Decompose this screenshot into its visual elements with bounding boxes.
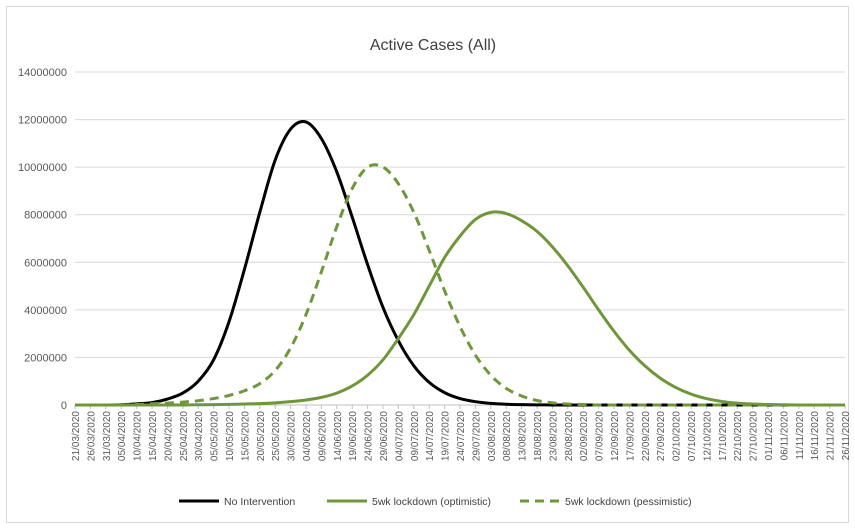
x-tick-label: 07/10/2020	[687, 411, 698, 461]
x-tick-label: 15/05/2020	[240, 411, 251, 461]
x-tick-label: 26/03/2020	[86, 411, 97, 461]
legend-label-no-intervention: No Intervention	[224, 496, 295, 508]
y-tick-label: 12000000	[18, 115, 67, 127]
chart-frame: Active Cases (All) 0 2000000 4000000 600000…	[6, 6, 850, 523]
x-tick-label: 02/10/2020	[672, 411, 683, 461]
y-tick-label: 4000000	[24, 305, 67, 317]
x-tick-label: 27/10/2020	[749, 411, 760, 461]
series-line-5wk-lockdown-optimistic	[75, 210, 845, 407]
x-tick-label: 15/04/2020	[148, 411, 159, 461]
x-tick-label: 30/04/2020	[194, 411, 205, 461]
x-tick-label: 19/06/2020	[348, 411, 359, 461]
x-tick-label: 19/07/2020	[441, 411, 452, 461]
y-axis-ticks: 0 2000000 4000000 6000000 8000000 10000000 120…	[18, 67, 67, 412]
x-tick-label: 03/08/2020	[487, 411, 498, 461]
x-tick-label: 07/09/2020	[595, 411, 606, 461]
x-tick-label: 04/07/2020	[394, 411, 405, 461]
x-tick-label: 09/06/2020	[317, 411, 328, 461]
x-tick-label: 12/09/2020	[610, 411, 621, 461]
x-tick-label: 31/03/2020	[102, 411, 113, 461]
x-tick-label: 20/04/2020	[163, 411, 174, 461]
y-tick-label: 14000000	[18, 67, 67, 79]
y-tick-label: 10000000	[18, 162, 67, 174]
x-tick-label: 12/10/2020	[702, 411, 713, 461]
x-tick-label: 14/07/2020	[425, 411, 436, 461]
x-tick-label: 25/05/2020	[271, 411, 282, 461]
x-tick-label: 16/11/2020	[810, 411, 821, 461]
x-tick-label: 17/10/2020	[718, 411, 729, 461]
x-tick-label: 24/06/2020	[364, 411, 375, 461]
x-tick-label: 10/05/2020	[225, 411, 236, 461]
y-tick-label: 6000000	[24, 257, 67, 269]
x-tick-label: 22/09/2020	[641, 411, 652, 461]
x-tick-label: 13/08/2020	[518, 411, 529, 461]
series-lines	[75, 120, 845, 407]
series-line-no-intervention	[75, 120, 845, 407]
x-tick-label: 05/05/2020	[210, 411, 221, 461]
x-axis: 21/03/2020 26/03/2020 31/03/2020 05/04/2020…	[71, 405, 850, 461]
x-tick-label: 22/10/2020	[733, 411, 744, 461]
x-tick-label: 14/06/2020	[333, 411, 344, 461]
chart-title: Active Cases (All)	[370, 37, 496, 54]
x-tick-label: 01/11/2020	[764, 411, 775, 461]
x-tick-label: 29/06/2020	[379, 411, 390, 461]
x-tick-label: 29/07/2020	[471, 411, 482, 461]
x-tick-label: 26/11/2020	[841, 411, 850, 461]
x-tick-label: 17/09/2020	[625, 411, 636, 461]
x-tick-label: 24/07/2020	[456, 411, 467, 461]
x-tick-label: 18/08/2020	[533, 411, 544, 461]
x-tick-label: 04/06/2020	[302, 411, 313, 461]
x-tick-label: 11/11/2020	[795, 411, 806, 460]
y-tick-label: 2000000	[24, 352, 67, 364]
legend: No Intervention 5wk lockdown (optimistic)…	[179, 496, 692, 508]
x-tick-label: 02/09/2020	[579, 411, 590, 461]
x-tick-label: 05/04/2020	[117, 411, 128, 461]
x-tick-label: 06/11/2020	[779, 411, 790, 461]
x-tick-label: 25/04/2020	[179, 411, 190, 461]
x-tick-label: 30/05/2020	[287, 411, 298, 461]
legend-label-5wk-lockdown-optimistic: 5wk lockdown (optimistic)	[372, 496, 491, 508]
x-tick-label: 21/11/2020	[826, 411, 837, 461]
line-chart: Active Cases (All) 0 2000000 4000000 600000…	[18, 37, 850, 508]
series-line-5wk-lockdown-pessimistic	[75, 163, 845, 407]
y-tick-label: 8000000	[24, 210, 67, 222]
y-tick-label: 0	[61, 400, 67, 412]
x-tick-label: 21/03/2020	[71, 411, 82, 461]
x-tick-label: 10/04/2020	[133, 411, 144, 461]
gridlines	[75, 71, 845, 406]
x-tick-label: 28/08/2020	[564, 411, 575, 461]
x-tick-label: 20/05/2020	[256, 411, 267, 461]
x-tick-label: 23/08/2020	[548, 411, 559, 461]
x-tick-label: 27/09/2020	[656, 411, 667, 461]
legend-label-5wk-lockdown-pessimistic: 5wk lockdown (pessimistic)	[565, 496, 692, 508]
x-tick-label: 08/08/2020	[502, 411, 513, 461]
x-tick-label: 09/07/2020	[410, 411, 421, 461]
